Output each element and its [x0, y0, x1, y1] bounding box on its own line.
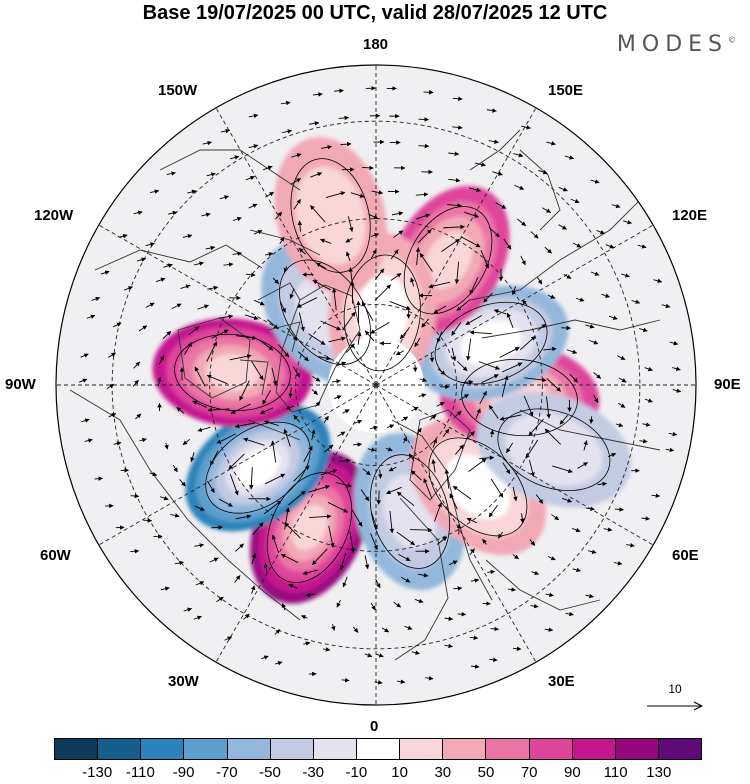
colorbar-tick-label: 50 [478, 764, 495, 781]
lon-label-30e: 30E [548, 673, 575, 691]
colorbar-segment [141, 739, 184, 759]
lon-label-150e: 150E [548, 82, 583, 100]
colorbar-segment [443, 739, 486, 759]
colorbar-segment [400, 739, 443, 759]
colorbar-tick-label: -10 [346, 764, 368, 781]
vector-scale: 10 [645, 682, 705, 716]
map-disc [40, 50, 720, 730]
colorbar-tick-label: -70 [216, 764, 238, 781]
lon-label-90w: 90W [5, 376, 36, 394]
vector-scale-arrow [645, 682, 705, 716]
colorbar-segment [530, 739, 573, 759]
colorbar-tick-label: 110 [604, 764, 628, 781]
lon-label-0: 0 [370, 718, 378, 736]
lon-label-150w: 150W [158, 82, 197, 100]
lon-label-180: 180 [363, 36, 388, 54]
colorbar-tick-label: 10 [391, 764, 408, 781]
lon-label-60e: 60E [672, 547, 699, 565]
colorbar-segment [486, 739, 529, 759]
colorbar [54, 738, 702, 760]
lon-label-30w: 30W [168, 673, 199, 691]
colorbar-segment [314, 739, 357, 759]
colorbar-tick-label: -50 [259, 764, 281, 781]
wind-arrow [362, 167, 373, 168]
lon-label-60w: 60W [40, 547, 71, 565]
wind-arrow [131, 496, 139, 497]
colorbar-segment [357, 739, 400, 759]
lon-label-120w: 120W [34, 207, 73, 225]
colorbar-tick-label: 130 [646, 764, 671, 781]
wind-arrow [211, 527, 222, 528]
colorbar-segment [616, 739, 659, 759]
colorbar-segment [98, 739, 141, 759]
colorbar-tick-label: -90 [173, 764, 195, 781]
colorbar-tick-label: -30 [302, 764, 324, 781]
colorbar-tick-label: -130 [82, 764, 112, 781]
lon-label-90e: 90E [714, 376, 741, 394]
wind-arrow [130, 551, 138, 552]
colorbar-tick-label: -110 [126, 764, 155, 781]
colorbar-segment [573, 739, 616, 759]
colorbar-segment [55, 739, 98, 759]
colorbar-segment [271, 739, 314, 759]
colorbar-segment [184, 739, 227, 759]
colorbar-ticks: -130 -110 -90 -70 -50 -30 -10 10 30 50 70 90 110 130 [0, 764, 750, 784]
wind-arrow [379, 490, 380, 504]
colorbar-segment [659, 739, 701, 759]
colorbar-segment [228, 739, 271, 759]
colorbar-tick-label: 90 [564, 764, 581, 781]
colorbar-tick-label: 30 [434, 764, 451, 781]
wind-arrow [458, 614, 466, 615]
colorbar-tick-label: 70 [521, 764, 538, 781]
lon-label-120e: 120E [672, 207, 707, 225]
